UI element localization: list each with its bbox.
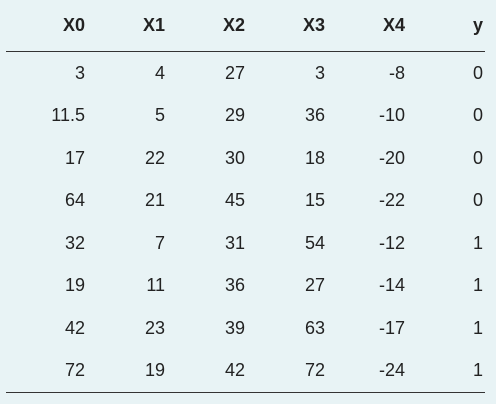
column-header-x3: X3 [247, 0, 327, 52]
table-cell: 3 [314, 62, 325, 83]
table-cell: 39 [224, 317, 245, 338]
table-cell: 11 [146, 275, 165, 296]
table-row: 72 19 42 72 -24 1 [6, 349, 485, 393]
table-cell: 19 [87, 349, 167, 393]
table-row: 32 7 31 54 -12 1 [6, 222, 485, 265]
table-row: 42 23 39 63 -17 1 [6, 307, 485, 350]
table-cell: 72 [6, 349, 87, 393]
table-row: 19 11 36 27 -14 1 [6, 265, 485, 308]
table-cell: 63 [304, 317, 325, 338]
table-cell: -24 [327, 349, 407, 393]
table-cell: 11.5 [51, 105, 85, 126]
table-cell: 3 [74, 62, 85, 83]
table-cell: 1 [472, 232, 483, 253]
table-cell: 72 [247, 349, 327, 393]
table-cell: 15 [304, 190, 325, 211]
table-cell: 36 [224, 275, 245, 296]
table-cell: 30 [224, 147, 245, 168]
table-cell: 18 [304, 147, 325, 168]
table-cell: -22 [378, 190, 405, 211]
table-cell: 0 [472, 62, 483, 83]
table-cell: 1 [472, 317, 483, 338]
data-table: X0 X1 X2 X3 X4 y 3 4 27 3 -8 0 11.5 5 29… [6, 0, 485, 393]
table-cell: 19 [64, 275, 85, 296]
data-table-container: X0 X1 X2 X3 X4 y 3 4 27 3 -8 0 11.5 5 29… [6, 0, 485, 393]
table-cell: -12 [378, 232, 405, 253]
table-cell: 1 [407, 349, 485, 393]
table-cell: 1 [472, 275, 483, 296]
header-row: X0 X1 X2 X3 X4 y [6, 0, 485, 52]
table-row: 17 22 30 18 -20 0 [6, 137, 485, 180]
table-cell: 54 [304, 232, 325, 253]
table-cell: 0 [472, 147, 483, 168]
table-row: 11.5 5 29 36 -10 0 [6, 95, 485, 138]
table-cell: -20 [378, 147, 405, 168]
table-cell: 27 [224, 62, 245, 83]
table-row: 3 4 27 3 -8 0 [6, 52, 485, 95]
table-cell: 42 [64, 317, 85, 338]
table-cell: 27 [304, 275, 325, 296]
table-header: X0 X1 X2 X3 X4 y [6, 0, 485, 52]
table-cell: 5 [154, 105, 165, 126]
table-cell: 64 [64, 190, 85, 211]
table-cell: 23 [144, 317, 165, 338]
table-cell: 0 [472, 105, 483, 126]
table-cell: -17 [378, 317, 405, 338]
column-header-x1: X1 [87, 0, 167, 52]
table-cell: -8 [388, 62, 405, 83]
table-cell: 42 [167, 349, 247, 393]
table-cell: -14 [378, 275, 405, 296]
table-cell: 17 [64, 147, 85, 168]
table-body: 3 4 27 3 -8 0 11.5 5 29 36 -10 0 17 22 3… [6, 52, 485, 393]
table-cell: -10 [378, 105, 405, 126]
column-header-x2: X2 [167, 0, 247, 52]
column-header-y: y [407, 0, 485, 52]
column-header-x4: X4 [327, 0, 407, 52]
table-cell: 21 [144, 190, 165, 211]
column-header-x0: X0 [6, 0, 87, 52]
table-cell: 7 [154, 232, 165, 253]
table-cell: 0 [472, 190, 483, 211]
table-cell: 4 [154, 62, 165, 83]
table-cell: 32 [64, 232, 85, 253]
table-cell: 36 [304, 105, 325, 126]
table-cell: 45 [224, 190, 245, 211]
table-cell: 31 [224, 232, 245, 253]
table-row: 64 21 45 15 -22 0 [6, 180, 485, 223]
table-cell: 22 [144, 147, 165, 168]
table-cell: 29 [224, 105, 245, 126]
